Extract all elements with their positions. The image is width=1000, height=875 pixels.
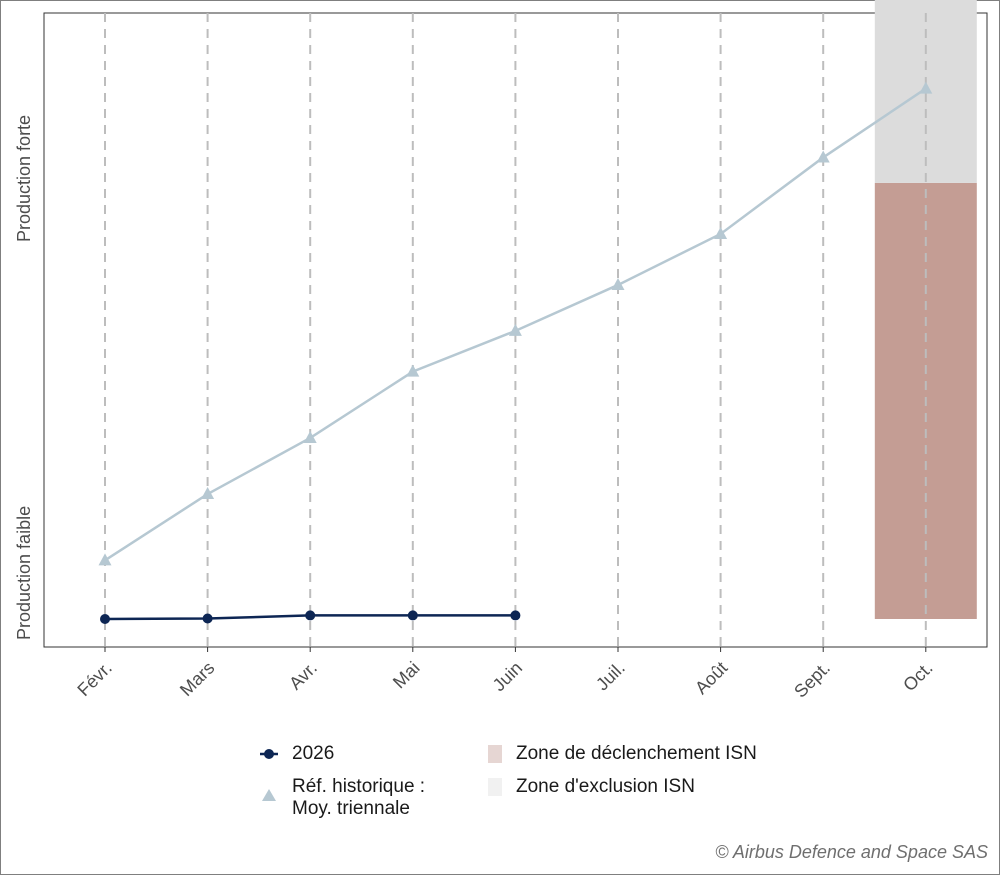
series-1-point-1	[201, 487, 215, 500]
y-label-high: Production forte	[14, 115, 34, 242]
legend-marker-2026	[260, 749, 278, 759]
x-tick-label-0: Févr.	[73, 658, 115, 700]
series-1-point-6	[714, 226, 728, 239]
x-tick-label-3: Mai	[389, 658, 424, 693]
legend-swatch-trigger-zone	[488, 745, 502, 763]
series-1-point-4	[508, 323, 522, 336]
series-1-point-0	[98, 553, 112, 566]
x-tick-label-7: Sept.	[790, 658, 834, 702]
legend-swatch-exclusion-zone	[488, 778, 502, 796]
legend-label-historical-line2: Moy. triennale	[292, 798, 410, 819]
x-tick-label-8: Oct.	[899, 658, 936, 695]
series-0-point-4	[510, 610, 521, 621]
legend-label-2026: 2026	[292, 743, 335, 764]
line-chart: Févr. Mars Avr. Mai Juin Juil. Août Sept. Oct. Pr…	[14, 0, 988, 702]
x-tick-label-1: Mars	[176, 658, 218, 700]
series-0-point-1	[202, 613, 213, 624]
legend-marker-historical	[262, 789, 276, 801]
series-1-point-2	[303, 430, 317, 443]
x-tick-label-2: Avr.	[285, 658, 321, 694]
series-0-point-3	[407, 610, 418, 621]
series-0-point-0	[100, 614, 110, 624]
series-1-point-8	[919, 81, 933, 94]
x-tick-label-6: Août	[691, 658, 731, 698]
x-tick-label-4: Juin	[489, 658, 526, 695]
copyright-notice: © Airbus Defence and Space SAS	[715, 842, 988, 862]
legend-label-trigger-zone: Zone de déclenchement ISN	[516, 743, 757, 764]
legend-label-historical-line1: Réf. historique :	[292, 776, 426, 797]
x-tick-label-5: Juil.	[592, 658, 629, 695]
legend-label-exclusion-zone: Zone d'exclusion ISN	[516, 776, 695, 797]
series-0-point-2	[305, 610, 316, 621]
series-1-point-3	[406, 364, 420, 377]
series-1-point-5	[611, 277, 625, 290]
series-1-point-7	[816, 150, 830, 163]
y-label-low: Production faible	[14, 506, 34, 640]
